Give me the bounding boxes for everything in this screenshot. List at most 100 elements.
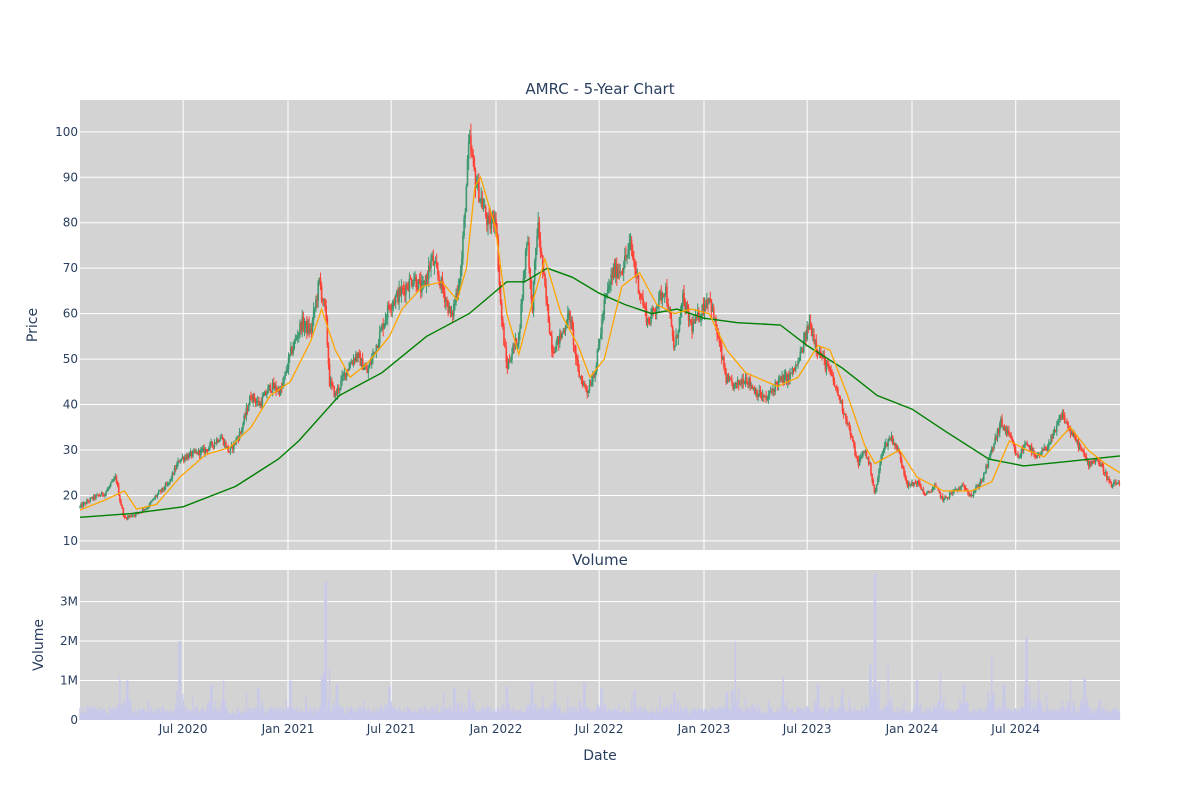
volume-bar xyxy=(90,709,93,720)
volume-bar xyxy=(1021,708,1024,720)
volume-bar xyxy=(327,699,330,720)
candlestick xyxy=(938,489,941,494)
candlestick xyxy=(708,297,710,305)
candlestick xyxy=(749,373,751,391)
candlestick xyxy=(544,272,546,288)
candlestick xyxy=(189,448,192,457)
volume-bar xyxy=(156,707,159,720)
candlestick xyxy=(703,297,706,320)
volume-bar xyxy=(385,708,388,720)
candlestick xyxy=(848,421,851,431)
volume-bar xyxy=(343,713,346,720)
volume-bar xyxy=(422,713,424,720)
volume-bar xyxy=(131,714,134,720)
candlestick xyxy=(603,292,606,321)
volume-bar xyxy=(715,711,717,720)
candlestick xyxy=(450,305,453,317)
candlestick xyxy=(1066,418,1068,425)
volume-bar xyxy=(178,641,180,720)
volume-bar xyxy=(453,688,455,720)
candlestick xyxy=(200,447,202,460)
volume-bar xyxy=(465,709,468,720)
volume-bar xyxy=(1099,700,1101,720)
volume-bar xyxy=(1003,684,1006,720)
volume-bar xyxy=(712,706,715,720)
volume-bar xyxy=(781,697,783,720)
candlestick xyxy=(580,375,583,385)
volume-bar xyxy=(141,708,144,720)
candlestick xyxy=(180,458,183,462)
volume-bar xyxy=(216,709,218,720)
candlestick xyxy=(333,385,335,398)
volume-bar xyxy=(575,711,577,720)
candlestick xyxy=(343,367,346,381)
volume-bar xyxy=(568,712,570,720)
candlestick xyxy=(478,173,480,203)
candlestick xyxy=(796,364,798,367)
candlestick xyxy=(522,270,525,301)
candlestick xyxy=(784,368,787,381)
candlestick xyxy=(814,338,816,349)
candlestick xyxy=(1114,479,1116,485)
volume-bar xyxy=(273,712,275,720)
volume-bar xyxy=(1111,708,1114,720)
candlestick xyxy=(849,425,852,440)
volume-bar xyxy=(154,708,156,720)
volume-bar xyxy=(536,710,538,720)
candlestick xyxy=(461,250,463,277)
candlestick xyxy=(488,205,490,224)
volume-bar xyxy=(585,709,587,720)
volume-bar xyxy=(972,708,975,720)
volume-bar xyxy=(865,704,868,720)
candlestick xyxy=(124,515,127,519)
candlestick xyxy=(929,491,932,494)
volume-bar xyxy=(470,709,472,720)
volume-bar xyxy=(754,707,756,720)
volume-bar xyxy=(355,713,357,720)
candlestick xyxy=(935,482,937,488)
volume-bar xyxy=(761,713,764,720)
volume-bar xyxy=(110,709,112,720)
volume-bar xyxy=(302,711,305,720)
candlestick xyxy=(772,384,774,397)
volume-bar xyxy=(852,712,854,720)
candlestick xyxy=(482,197,485,212)
volume-bar xyxy=(99,712,102,720)
volume-bar xyxy=(1043,711,1045,720)
volume-bar xyxy=(418,712,421,720)
candlestick xyxy=(229,447,232,455)
candlestick xyxy=(207,446,210,452)
candlestick xyxy=(590,376,593,387)
volume-bar xyxy=(817,684,820,720)
volume-bar xyxy=(910,710,912,720)
volume-bar xyxy=(102,711,104,720)
volume-bar xyxy=(687,713,690,720)
candlestick xyxy=(499,281,502,306)
candlestick xyxy=(970,491,973,498)
candlestick xyxy=(97,494,100,498)
volume-bar xyxy=(139,710,142,720)
volume-bar xyxy=(709,710,711,720)
volume-bar xyxy=(515,713,518,720)
volume-bar xyxy=(831,695,833,720)
candlestick xyxy=(736,376,739,389)
candlestick xyxy=(401,285,404,294)
volume-bar xyxy=(292,707,294,720)
volume-bar xyxy=(1067,707,1069,720)
volume-bar xyxy=(637,706,640,720)
volume-bar xyxy=(456,703,458,720)
volume-bar xyxy=(145,714,147,720)
volume-bar xyxy=(751,703,754,720)
volume-bar xyxy=(527,702,529,720)
candlestick xyxy=(745,374,748,385)
volume-bar xyxy=(822,707,824,720)
candlestick xyxy=(740,378,742,388)
candlestick xyxy=(801,347,804,354)
candlestick xyxy=(777,375,780,391)
candlestick xyxy=(927,490,929,494)
candlestick xyxy=(872,478,875,486)
candlestick xyxy=(821,352,823,361)
candlestick xyxy=(470,123,472,159)
volume-bar xyxy=(976,710,978,720)
volume-bar xyxy=(310,710,313,720)
